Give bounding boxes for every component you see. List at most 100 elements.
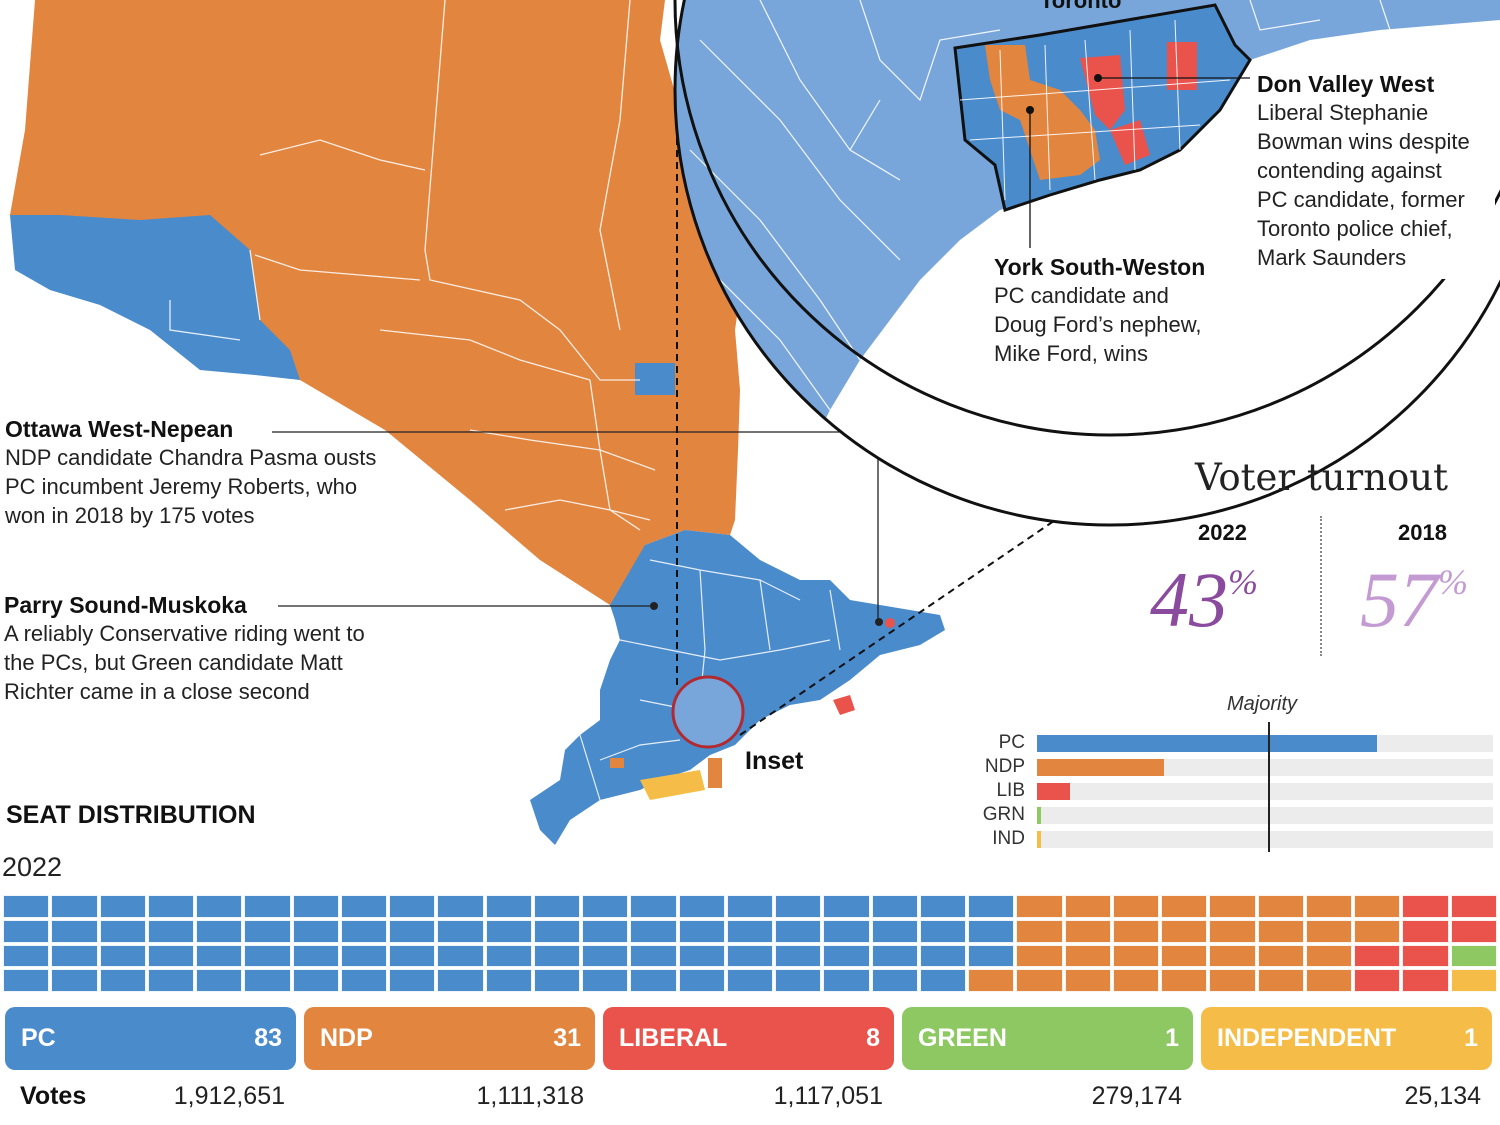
party-seats: 83: [254, 1024, 282, 1052]
seat-distribution-title: SEAT DISTRIBUTION: [6, 801, 256, 829]
annotation-line: PC incumbent Jeremy Roberts, who: [5, 474, 358, 499]
seat-distribution-year: 2022: [2, 852, 63, 882]
party-vote-count: 1,912,651: [173, 1082, 285, 1110]
seat-cell: [1402, 919, 1449, 943]
majority-bar-fill: [1037, 759, 1165, 776]
seat-cell: [99, 919, 146, 943]
majority-bar-track: [1037, 735, 1493, 752]
seat-cell: [630, 895, 677, 918]
majority-bar-row: GRN: [980, 805, 1495, 825]
annotation-title: Parry Sound-Muskoka: [4, 592, 247, 618]
seat-cell: [1354, 969, 1401, 992]
seat-cell: [1305, 919, 1353, 943]
inset-land: [675, 0, 1500, 525]
party-vote-count: 1,111,318: [476, 1082, 584, 1110]
annotation-line: Toronto police chief,: [1257, 216, 1453, 241]
annotation-york-south-weston: York South-Weston PC candidate and Doug …: [994, 253, 1205, 368]
annotation-line: Mike Ford, wins: [994, 341, 1149, 366]
seat-cell: [147, 919, 195, 943]
seat-cell: [1161, 895, 1208, 918]
seat-cell: [485, 944, 532, 968]
seat-cell: [485, 919, 532, 943]
annotation-line: Bowman wins despite: [1257, 129, 1470, 154]
turnout-unit: %: [1228, 562, 1258, 602]
southern-ontario-region: [530, 530, 945, 845]
majority-bar-row: LIB: [980, 781, 1495, 801]
toronto-liberal-south: [1110, 120, 1150, 165]
seat-cell: [582, 969, 629, 992]
seat-cell: [823, 944, 870, 968]
party-pill-independent: INDEPENDENT 1: [1201, 1007, 1492, 1070]
inset-label: Inset: [745, 747, 804, 775]
seat-cell: [389, 969, 436, 992]
seat-cell: [1209, 895, 1256, 918]
seat-cell: [3, 919, 50, 943]
seat-cell: [871, 895, 918, 918]
seat-cell: [485, 895, 532, 918]
seat-cell: [968, 895, 1015, 918]
party-name: INDEPENDENT: [1217, 1024, 1397, 1052]
party-seats: 1: [1464, 1024, 1478, 1052]
seat-cell: [630, 919, 677, 943]
seat-cell: [533, 944, 581, 968]
seat-cell: [582, 919, 629, 943]
seat-cell: [147, 944, 195, 968]
seat-cell: [1257, 895, 1304, 918]
seat-waffle-chart: [3, 895, 1497, 992]
annotation-line: Liberal Stephanie: [1257, 100, 1429, 125]
seat-cell: [1402, 895, 1449, 918]
seat-cell: [244, 895, 291, 918]
seat-cell: [99, 895, 146, 918]
seat-cell: [823, 919, 870, 943]
seat-cell: [437, 969, 484, 992]
annotation-title: Don Valley West: [1257, 71, 1435, 97]
party-vote-count: 279,174: [1091, 1082, 1182, 1110]
annotation-ottawa-west-nepean: Ottawa West-Nepean NDP candidate Chandra…: [5, 415, 376, 530]
seat-cell: [292, 944, 339, 968]
seat-cell: [678, 944, 725, 968]
seat-cell: [1209, 919, 1256, 943]
seat-cell: [919, 895, 967, 918]
seat-cell: [1305, 944, 1353, 968]
party-seats: 1: [1165, 1024, 1179, 1052]
seat-cell: [389, 919, 436, 943]
majority-bar-label: NDP: [984, 756, 1025, 777]
annotation-line: Doug Ford’s nephew,: [994, 312, 1202, 337]
votes-label: Votes: [20, 1082, 87, 1110]
seat-cell: [582, 895, 629, 918]
annotation-line: the PCs, but Green candidate Matt: [4, 650, 343, 675]
seat-cell: [823, 895, 870, 918]
seat-cell: [630, 944, 677, 968]
seat-cell: [726, 944, 774, 968]
seat-cell: [485, 969, 532, 992]
annotation-line: A reliably Conservative riding went to: [4, 621, 365, 646]
party-name: GREEN: [918, 1024, 1007, 1052]
seat-cell: [726, 969, 774, 992]
seat-cell: [244, 919, 291, 943]
windsor-independent-area: [640, 770, 705, 800]
seat-cell: [3, 895, 50, 918]
seat-cell: [1064, 919, 1111, 943]
seat-cell: [1016, 895, 1063, 918]
party-pill-liberal: LIBERAL 8: [603, 1007, 894, 1070]
seat-cell: [437, 919, 484, 943]
seat-cell: [871, 919, 918, 943]
seat-cell: [196, 895, 243, 918]
party-name: PC: [21, 1024, 56, 1052]
seat-cell: [533, 969, 581, 992]
seat-cell: [1064, 969, 1111, 992]
seat-cell: [147, 895, 195, 918]
seat-cell: [1354, 895, 1401, 918]
seat-cell: [1354, 919, 1401, 943]
turnout-value-2022: 43%: [1150, 555, 1258, 645]
seat-cell: [196, 919, 243, 943]
turnout-unit: %: [1438, 562, 1468, 602]
majority-bar-track: [1037, 831, 1493, 848]
seat-cell: [1161, 919, 1208, 943]
party-name: LIBERAL: [619, 1024, 728, 1052]
majority-bar-row: PC: [980, 733, 1495, 753]
inset-text-backdrop: [985, 248, 1235, 373]
seat-cell: [1354, 944, 1401, 968]
seat-cell: [196, 944, 243, 968]
seat-cell: [1450, 895, 1497, 918]
